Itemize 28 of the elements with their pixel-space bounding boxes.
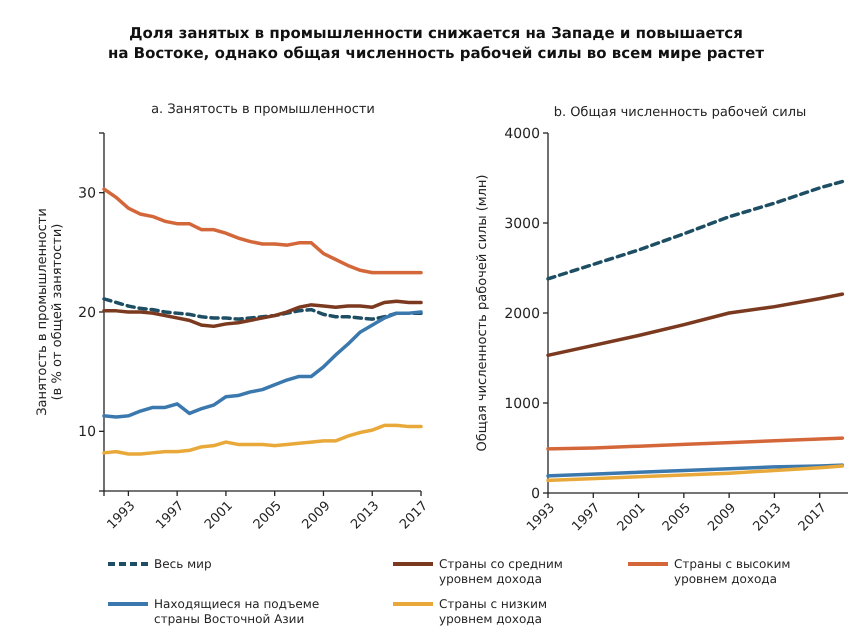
legend-label: Весь мир: [154, 557, 212, 572]
line-series: [546, 292, 844, 358]
legend-label: Страны со средним уровнем дохода: [439, 557, 563, 586]
chart-title: b. Общая численность рабочей силы: [554, 105, 806, 120]
y-tick-label: 30: [78, 186, 96, 202]
chart-subtitle: a. Занятость в промышленности: [151, 102, 375, 117]
line-series: [102, 310, 423, 419]
line-series: [102, 300, 423, 328]
line-series: [546, 180, 844, 281]
y-tick-label: 20: [78, 304, 96, 321]
y-tick-label: 3000: [504, 216, 540, 232]
line-series: [102, 297, 423, 321]
y-axis-title: Занятость в промышленности (в % от общей занятости): [35, 208, 65, 416]
y-tick-label: 10: [78, 424, 96, 440]
legend-label: Страны с высоким уровнем дохода: [674, 557, 790, 586]
y-tick-label: 4000: [504, 126, 540, 142]
y-tick-label: 0: [531, 486, 540, 502]
y-tick-label: 2000: [504, 306, 540, 322]
line-series: [546, 436, 844, 451]
y-axis-title: Общая численность рабочей силы (млн): [475, 174, 490, 452]
line-series: [546, 464, 844, 482]
legend-label: Страны с низким уровнем дохода: [439, 597, 548, 626]
line-series: [102, 424, 423, 456]
chart-title: Доля занятых в промышленности снижается на Западе и повышается на Востоке, однако общая численность рабочей силы во всем мире растет: [108, 24, 764, 62]
legend-label: Находящиеся на подъеме страны Восточной Азии: [154, 597, 320, 626]
y-tick-label: 1000: [504, 396, 540, 412]
line-series: [546, 463, 844, 478]
line-series: [102, 187, 423, 274]
